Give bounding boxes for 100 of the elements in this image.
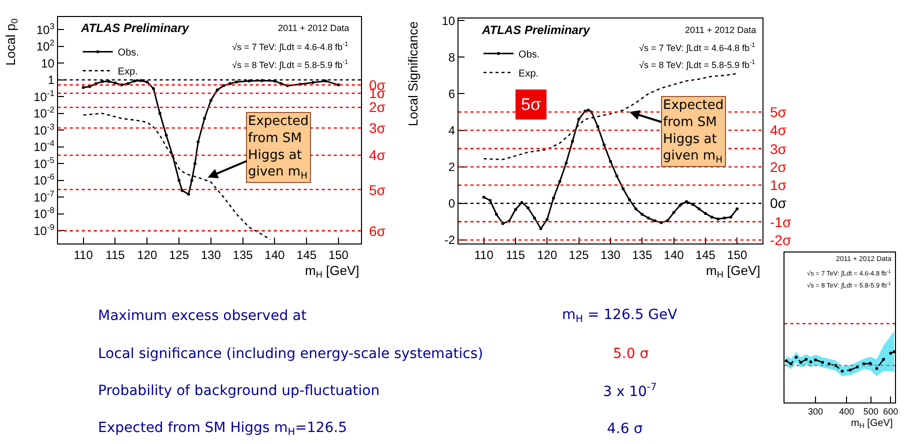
point <box>539 227 542 230</box>
ref-line-label: 3σ <box>369 120 386 136</box>
ref-line-label: 3σ <box>770 141 787 157</box>
ref-line-label: -1σ <box>770 214 792 230</box>
ref-line-label: 5σ <box>770 104 787 120</box>
point <box>107 80 110 83</box>
point <box>729 216 732 219</box>
x-tick-label: 115 <box>106 248 126 262</box>
point <box>187 192 190 196</box>
ref-line-label: 4σ <box>770 122 787 138</box>
point <box>558 180 562 183</box>
x-tick-label: 130 <box>200 248 222 262</box>
point <box>628 198 631 202</box>
y-tick-label: 10$^{2}$ <box>36 38 55 54</box>
point <box>482 196 486 199</box>
y-tick-label: 4 <box>448 123 456 138</box>
y-tick-label: 8 <box>448 50 456 64</box>
x-tick-label: 400 <box>839 406 854 417</box>
text: Maximum excess observed at <box>98 308 308 324</box>
annotation: √s = 8 TeV: ∫Ldt = 5.8-5.9 fb$^{-1}$ <box>639 59 756 70</box>
x-tick-label: 125 <box>568 248 590 262</box>
x-tick-label: 135 <box>632 248 652 262</box>
point <box>164 134 168 137</box>
point <box>494 212 498 216</box>
x-tick-label: 120 <box>137 248 158 262</box>
point <box>152 87 155 90</box>
point <box>190 178 194 182</box>
annotation: ATLAS Preliminary <box>481 23 592 37</box>
point <box>698 207 701 210</box>
point <box>526 206 530 210</box>
point <box>552 196 555 200</box>
point <box>488 198 492 202</box>
point <box>602 143 606 146</box>
annotation: √s = 7 TeV: ∫Ldt = 4.6-4.8 fb$^{-1}$ <box>232 41 349 52</box>
annotation: √s = 8 TeV: ∫Ldt = 5.8-5.9 fb$^{-1}$ <box>232 59 349 70</box>
x-tick-label: 140 <box>664 248 684 262</box>
point <box>336 83 340 86</box>
x-axis-title: m$_{H}$ [GeV] <box>305 263 360 280</box>
annotation: ATLAS Preliminary <box>80 21 190 35</box>
x-tick-label: 135 <box>232 248 254 262</box>
point <box>678 204 682 207</box>
text: Probability of background up-fluctuation <box>98 383 380 399</box>
annotation: Expected from SM Higgs at given m$_{H}$ <box>663 98 724 166</box>
text: Local significance (including energy-scale systematics) <box>98 346 484 362</box>
ref-line-label: 1σ <box>770 177 787 193</box>
y-tick-label: 10$^{-3}$ <box>34 121 55 138</box>
text: 4.6 σ <box>607 421 643 437</box>
point <box>126 82 130 86</box>
point <box>608 160 612 163</box>
point <box>193 162 196 166</box>
x-tick-label: 115 <box>506 248 526 262</box>
x-tick-label: 500 <box>863 406 878 417</box>
point <box>615 174 618 178</box>
y-tick-label: 10$^{-9}$ <box>34 222 55 238</box>
point <box>280 82 283 86</box>
point <box>634 207 638 210</box>
x-tick-label: 300 <box>808 406 824 417</box>
x-tick-label: 110 <box>74 248 94 262</box>
text: 5.0 σ <box>613 346 649 362</box>
x-tick-label: 130 <box>600 248 621 262</box>
y-tick-label: 10$^{-2}$ <box>34 104 55 121</box>
ref-line-label: 0σ <box>770 195 787 211</box>
annotation: 2011 + 2012 Data <box>278 23 350 33</box>
x-tick-label: 110 <box>474 248 494 262</box>
legend-label: Exp. <box>518 68 539 80</box>
point <box>114 82 117 84</box>
point <box>234 80 238 84</box>
legend-label: Obs. <box>118 48 139 59</box>
point <box>180 189 184 192</box>
x-tick-label: 140 <box>264 248 286 262</box>
point <box>672 211 676 214</box>
annotation: 2011 + 2012 Data <box>685 25 756 35</box>
point <box>653 219 656 222</box>
point <box>146 80 149 84</box>
point <box>216 88 219 92</box>
point <box>88 85 92 88</box>
point <box>158 112 162 115</box>
legend-label: Exp. <box>118 66 138 78</box>
text: Expected from SM Higgs m$_{H}$=126.5 <box>98 420 347 438</box>
y-tick-label: 10$^{-5}$ <box>34 154 55 171</box>
ref-line-label: -2σ <box>770 232 792 248</box>
point <box>514 208 517 212</box>
point <box>228 82 232 86</box>
point <box>736 207 739 210</box>
point <box>196 140 200 144</box>
y-tick-label: 10$^{-1}$ <box>34 88 55 104</box>
y-tick-label: 0 <box>448 196 456 211</box>
point <box>660 221 663 224</box>
x-tick-label: 600 <box>883 406 898 417</box>
y-tick-label: 10 <box>41 56 55 70</box>
y-tick-label: 10$^{-8}$ <box>34 205 55 222</box>
point <box>209 98 212 102</box>
x-tick-label: 150 <box>727 248 748 262</box>
y-tick-label: 10$^{-4}$ <box>34 138 55 154</box>
point <box>596 125 600 128</box>
y-axis-title: Local Significance <box>406 21 421 126</box>
x-tick-label: 150 <box>328 248 349 262</box>
ref-line-label: 2σ <box>770 159 787 175</box>
point <box>577 118 580 121</box>
annotation: 5σ <box>521 95 542 114</box>
